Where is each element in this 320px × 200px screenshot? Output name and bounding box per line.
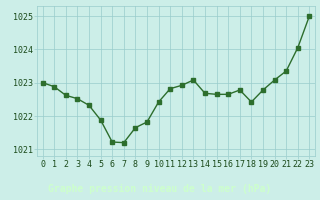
Text: Graphe pression niveau de la mer (hPa): Graphe pression niveau de la mer (hPa) [48,183,272,194]
